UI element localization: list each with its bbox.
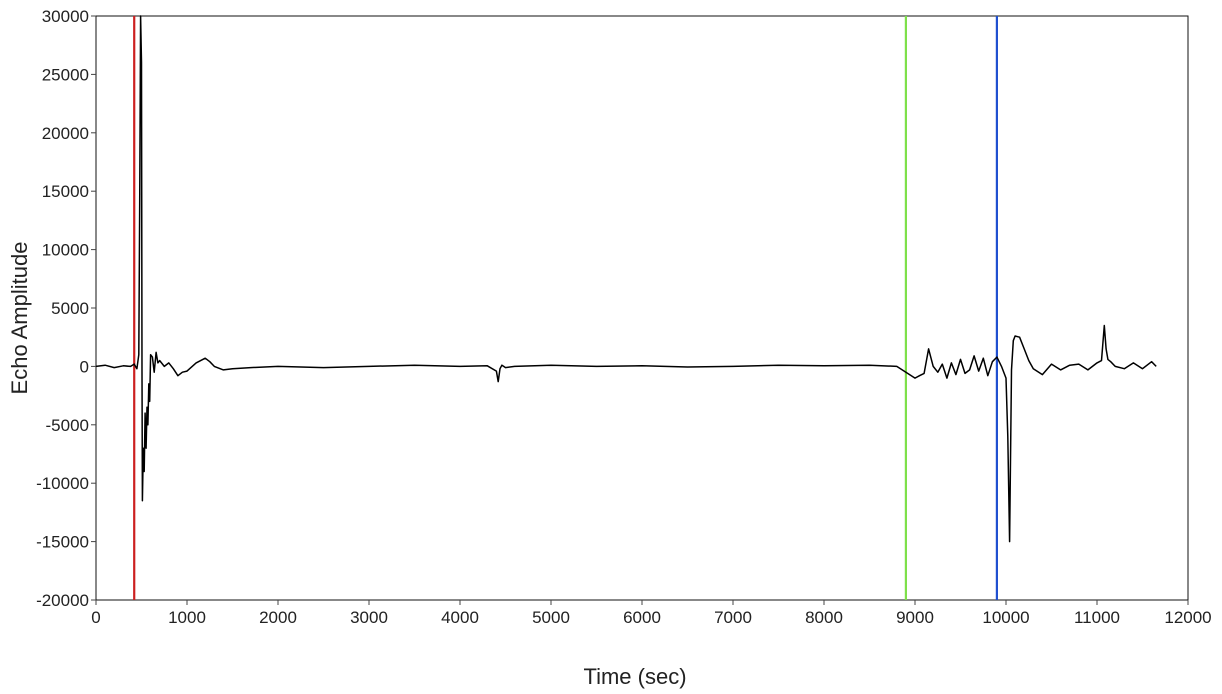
x-tick-label: 12000 [1164, 608, 1211, 627]
series-layer [95, 15, 1157, 543]
x-tick-label: 8000 [805, 608, 843, 627]
y-tick-label: 10000 [42, 241, 89, 260]
marker-lines [133, 16, 999, 600]
x-tick-label: 9000 [896, 608, 934, 627]
x-tick-label: 0 [91, 608, 100, 627]
echo-series-line [95, 15, 1157, 543]
y-tick-label: -20000 [36, 591, 89, 610]
x-tick-label: 3000 [350, 608, 388, 627]
x-tick-label: 7000 [714, 608, 752, 627]
plot-area [95, 15, 1189, 601]
y-tick-label: 15000 [42, 182, 89, 201]
y-tick-label: 0 [80, 357, 89, 376]
x-tick-label: 10000 [982, 608, 1029, 627]
y-tick-label: 25000 [42, 65, 89, 84]
y-tick-label: 20000 [42, 124, 89, 143]
y-axis: 30000 25000 20000 15000 10000 5000 0 -5000 -1000… [36, 7, 96, 610]
x-tick-label: 6000 [623, 608, 661, 627]
x-axis: 0 1000 2000 3000 4000 5000 6000 7000 8000 9000 100… [91, 600, 1212, 627]
x-axis-title: Time (sec) [583, 664, 686, 689]
x-tick-label: 5000 [532, 608, 570, 627]
x-tick-label: 11000 [1074, 608, 1120, 627]
x-tick-label: 1000 [168, 608, 206, 627]
y-tick-label: -5000 [46, 416, 89, 435]
y-tick-label: -15000 [36, 533, 89, 552]
x-tick-label: 4000 [441, 608, 479, 627]
x-tick-label: 2000 [259, 608, 297, 627]
y-axis-title: Echo Amplitude [7, 242, 32, 395]
y-tick-label: -10000 [36, 474, 89, 493]
y-tick-label: 5000 [51, 299, 89, 318]
y-tick-label: 30000 [42, 7, 89, 26]
